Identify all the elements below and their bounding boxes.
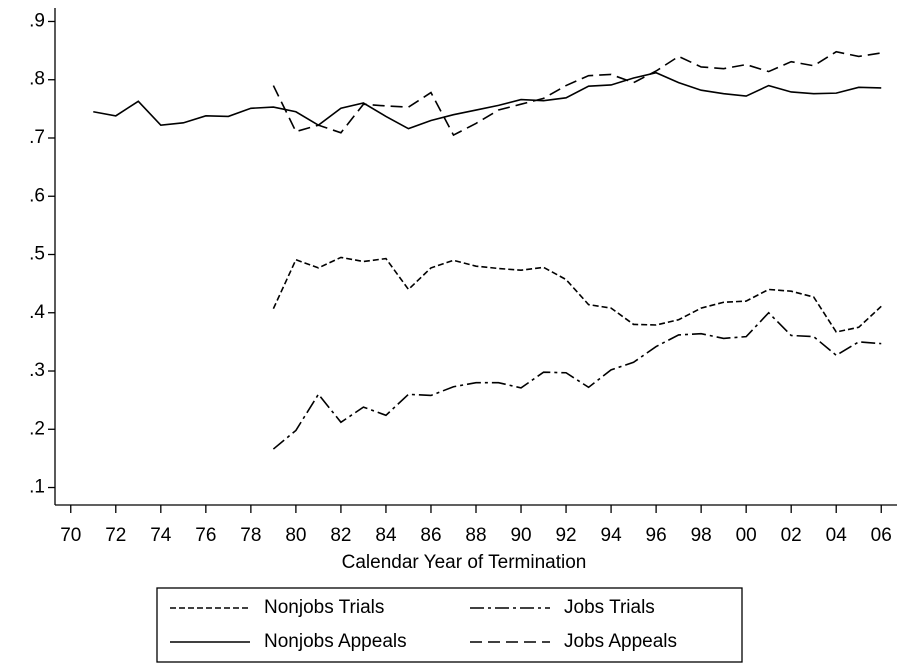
x-tick-label: 84	[375, 525, 397, 546]
legend-label: Jobs Appeals	[564, 631, 677, 652]
x-tick-label: 90	[510, 525, 531, 546]
x-tick-label: 02	[781, 525, 802, 546]
y-tick-label: .1	[29, 477, 45, 498]
x-axis-title: Calendar Year of Termination	[342, 552, 587, 573]
legend-label: Jobs Trials	[564, 597, 655, 618]
x-tick-label: 96	[646, 525, 667, 546]
y-tick-label: .7	[29, 127, 45, 148]
y-tick-label: .3	[29, 360, 45, 381]
y-tick-label: .9	[29, 10, 45, 31]
y-tick-label: .2	[29, 418, 45, 439]
series-line	[93, 71, 882, 130]
x-tick-label: 98	[691, 525, 712, 546]
x-tick-label: 86	[420, 525, 441, 546]
y-tick-label: .4	[29, 302, 45, 323]
x-tick-label: 76	[195, 525, 216, 546]
y-tick-label: .6	[29, 185, 45, 206]
legend-label: Nonjobs Appeals	[264, 631, 407, 652]
series-line	[272, 311, 882, 450]
x-tick-label: 92	[555, 525, 576, 546]
x-tick-label: 04	[826, 525, 848, 546]
x-tick-label: 94	[601, 525, 623, 546]
x-tick-label: 80	[285, 525, 306, 546]
x-tick-label: 82	[330, 525, 351, 546]
y-tick-label: .5	[29, 244, 45, 265]
series-line	[272, 256, 882, 333]
x-tick-label: 70	[60, 525, 81, 546]
y-tick-label: .8	[29, 69, 45, 90]
x-tick-label: 06	[871, 525, 892, 546]
legend	[156, 587, 743, 663]
x-tick-label: 78	[240, 525, 261, 546]
series-line	[272, 50, 882, 137]
x-tick-label: 00	[736, 525, 757, 546]
x-tick-label: 72	[105, 525, 126, 546]
legend-label: Nonjobs Trials	[264, 597, 384, 618]
x-tick-label: 74	[150, 525, 172, 546]
x-tick-label: 88	[465, 525, 486, 546]
